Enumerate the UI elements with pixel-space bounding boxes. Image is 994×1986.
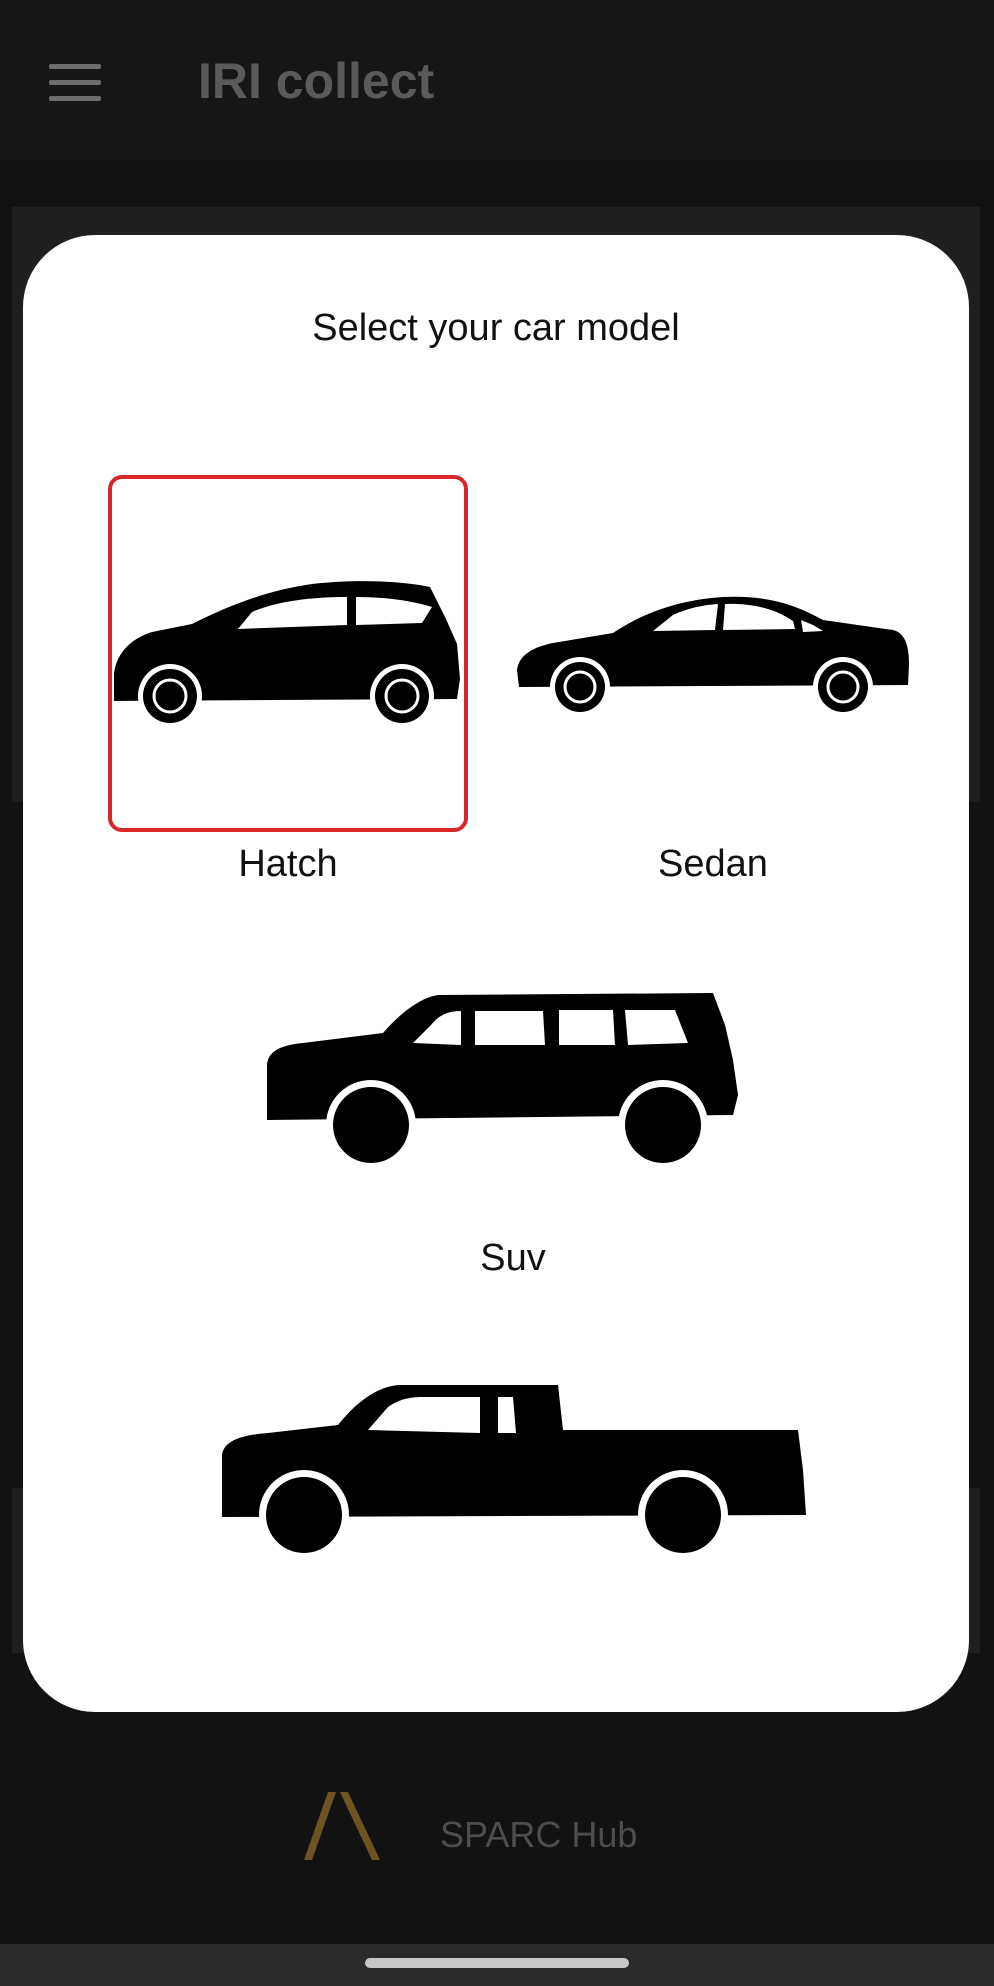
hamburger-menu-icon[interactable]: [49, 64, 101, 102]
option-label-suv: Suv: [480, 1237, 546, 1279]
option-label-hatch: Hatch: [238, 843, 338, 885]
option-hatch[interactable]: Hatch: [108, 475, 468, 885]
car-model-dialog: Select your car model Hatch: [23, 235, 969, 1799]
suv-car-icon[interactable]: [263, 955, 763, 1210]
hatchback-car-icon[interactable]: [108, 475, 468, 832]
option-label-sedan: Sedan: [658, 843, 768, 885]
dialog-title: Select your car model: [312, 307, 680, 349]
sedan-car-icon[interactable]: [513, 475, 913, 832]
option-suv[interactable]: Suv: [263, 955, 763, 1290]
home-gesture-handle[interactable]: [365, 1958, 629, 1968]
option-sedan[interactable]: Sedan: [513, 475, 913, 885]
sparc-logo-icon: [300, 1790, 384, 1862]
option-label-ute-pickup: Ute/Pickup: [426, 1757, 610, 1799]
footer-label: SPARC Hub: [440, 1814, 638, 1855]
pickup-truck-icon[interactable]: [218, 1355, 818, 1595]
app-title: IRI collect: [198, 53, 435, 109]
app-bar: IRI collect: [0, 0, 994, 160]
option-ute-pickup[interactable]: Ute/Pickup: [218, 1355, 818, 1799]
